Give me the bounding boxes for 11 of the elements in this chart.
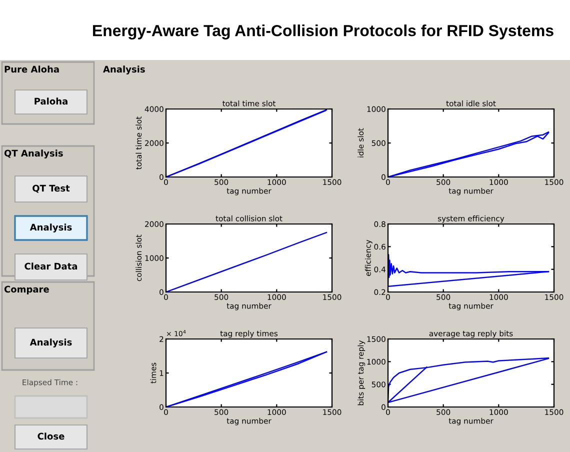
text: QT Analysis <box>4 150 63 158</box>
text: Paloha <box>34 98 68 105</box>
text: Energy-Aware Tag Anti-Collision Protocols for RFID Systems <box>93 24 554 40</box>
text: QT Test <box>32 184 70 193</box>
text: Compare <box>4 286 49 294</box>
text: Pure Aloha <box>4 66 59 73</box>
text: Clear Data <box>24 262 78 270</box>
text: Analysis <box>30 224 72 232</box>
text: Analysis <box>30 338 72 348</box>
text: Analysis <box>103 66 145 74</box>
text: Close <box>38 432 64 440</box>
